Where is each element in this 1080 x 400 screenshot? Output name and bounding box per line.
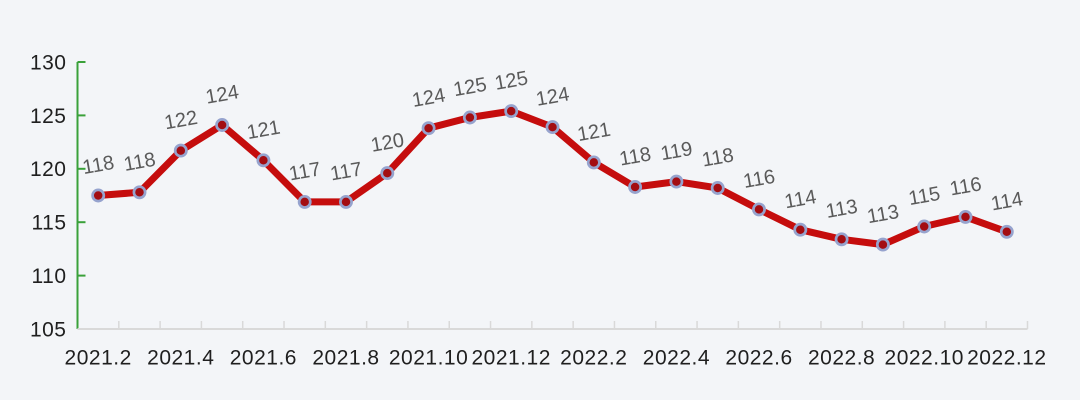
data-point-label: 116 xyxy=(742,166,777,193)
y-tick-label: 115 xyxy=(32,212,67,235)
data-point-label: 124 xyxy=(534,83,571,110)
data-point-marker xyxy=(669,174,684,189)
data-point-marker xyxy=(421,121,436,136)
data-point-marker xyxy=(256,153,271,168)
y-tick-label: 125 xyxy=(30,105,67,128)
x-tick-label: 2022.10 xyxy=(885,346,964,369)
data-point-marker xyxy=(91,188,106,203)
data-point-marker xyxy=(793,222,808,237)
data-point-label: 125 xyxy=(452,74,489,101)
x-tick-label: 2022.12 xyxy=(967,346,1046,369)
data-point-label: 113 xyxy=(865,201,900,228)
data-point-label: 118 xyxy=(81,152,116,179)
data-point-label: 115 xyxy=(907,183,942,210)
data-point-marker xyxy=(999,224,1014,239)
data-point-marker xyxy=(215,118,230,132)
x-tick-label: 2022.8 xyxy=(808,346,875,369)
data-point-label: 117 xyxy=(287,158,322,185)
data-point-marker xyxy=(710,181,725,195)
y-tick-label: 120 xyxy=(30,158,67,181)
data-point-marker xyxy=(545,120,560,135)
data-point-marker xyxy=(297,194,312,209)
data-point-marker xyxy=(875,237,890,252)
x-tick-label: 2022.6 xyxy=(725,346,792,369)
data-point-marker xyxy=(752,202,766,217)
data-point-label: 118 xyxy=(122,149,157,176)
data-point-label: 125 xyxy=(493,67,530,94)
data-point-label: 114 xyxy=(989,188,1024,215)
y-tick-label: 110 xyxy=(32,265,67,288)
data-point-label: 117 xyxy=(329,158,364,185)
data-point-label: 118 xyxy=(700,144,735,171)
data-point-marker xyxy=(917,219,932,234)
data-point-marker xyxy=(834,232,849,247)
data-point-label: 113 xyxy=(824,196,859,223)
data-point-label: 121 xyxy=(576,119,613,146)
data-point-label: 118 xyxy=(618,143,653,170)
data-point-label: 122 xyxy=(163,107,200,134)
x-tick-label: 2021.4 xyxy=(147,346,214,369)
data-point-label: 120 xyxy=(369,129,406,156)
data-point-marker xyxy=(504,104,519,119)
y-tick-label: 105 xyxy=(30,318,67,341)
data-point-marker xyxy=(173,143,188,158)
data-point-marker xyxy=(958,209,973,224)
data-point-label: 119 xyxy=(659,138,694,165)
data-point-marker xyxy=(628,180,643,194)
data-point-label: 124 xyxy=(410,84,447,111)
data-point-label: 116 xyxy=(948,173,983,200)
x-tick-label: 2021.6 xyxy=(230,346,297,369)
data-point-label: 121 xyxy=(245,117,282,144)
data-point-label: 114 xyxy=(783,186,818,213)
data-point-marker xyxy=(586,155,601,170)
x-tick-label: 2021.8 xyxy=(312,346,379,369)
data-point-marker xyxy=(339,194,353,209)
x-tick-label: 2021.2 xyxy=(65,346,132,369)
y-tick-label: 130 xyxy=(30,51,67,74)
x-tick-label: 2022.2 xyxy=(560,346,627,369)
x-tick-label: 2022.4 xyxy=(643,346,710,369)
x-tick-label: 2021.10 xyxy=(389,346,468,369)
data-point-label: 124 xyxy=(204,81,241,108)
data-point-marker xyxy=(132,185,147,200)
x-tick-label: 2021.12 xyxy=(471,346,550,369)
data-point-marker xyxy=(380,166,395,181)
data-point-marker xyxy=(462,110,477,125)
